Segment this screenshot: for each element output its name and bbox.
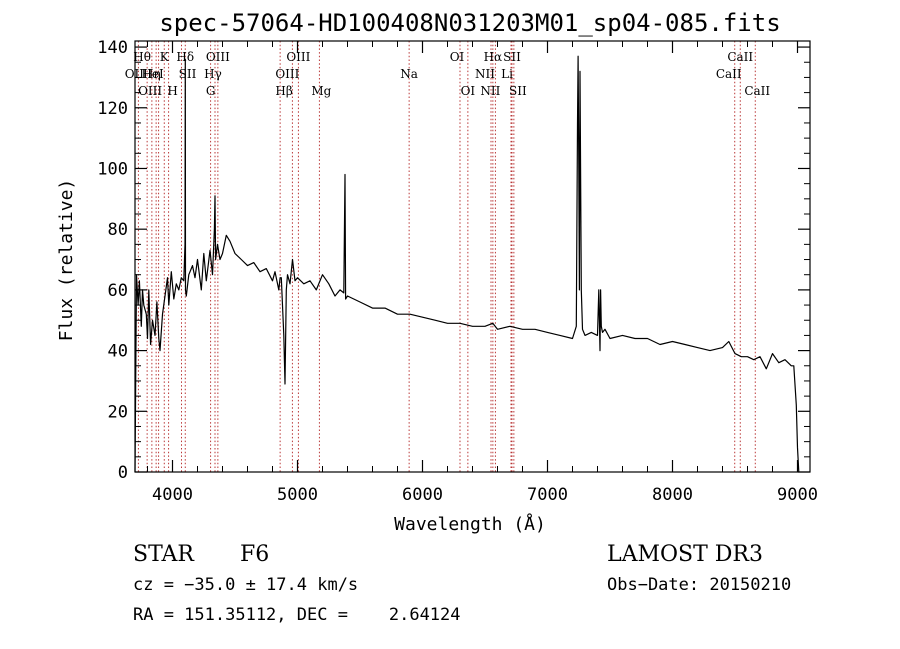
spectral-line-label: NII xyxy=(480,84,500,98)
spectral-line-label: Hγ xyxy=(204,67,222,81)
spectral-line-markers xyxy=(137,41,756,472)
spectral-line-label: SII xyxy=(179,67,197,81)
spectral-line-label: Hα xyxy=(484,50,503,64)
spectral-line-label: OI xyxy=(461,84,476,98)
y-tick-label: 120 xyxy=(97,99,128,119)
spectral-line-label: OIII xyxy=(206,50,230,64)
x-tick-label: 7000 xyxy=(527,485,568,505)
spectral-line-label: Hη xyxy=(143,67,161,81)
spectral-line-label: K xyxy=(160,50,170,64)
plot-frame xyxy=(134,40,811,473)
spectral-line-label: Hδ xyxy=(176,50,194,64)
y-axis-ticks: 0 20 40 60 80 100 120 140 xyxy=(97,38,810,483)
spectral-line-label: CaII xyxy=(716,67,742,81)
object-class: STAR xyxy=(133,542,195,567)
spectral-line-label: Hθ xyxy=(133,50,151,64)
spectral-line-label: HeI xyxy=(141,67,164,81)
ra-dec: RA = 151.35112, DEC = 2.64124 xyxy=(133,605,461,625)
y-tick-label: 80 xyxy=(108,220,128,240)
survey-name: LAMOST DR3 xyxy=(607,542,763,567)
x-axis-ticks: 4000 5000 6000 7000 8000 9000 xyxy=(147,41,818,505)
y-tick-label: 40 xyxy=(108,342,128,362)
y-axis-label: Flux (relative) xyxy=(56,179,77,342)
spectral-line-label: OIII xyxy=(275,67,299,81)
spectral-line-label: OIII xyxy=(138,84,162,98)
x-tick-label: 5000 xyxy=(277,485,318,505)
spectral-line-label: CaII xyxy=(744,84,770,98)
chart-title: spec-57064-HD100408N031203M01_sp04-085.f… xyxy=(159,9,780,37)
observation-date: Obs−Date: 20150210 xyxy=(607,575,791,595)
spectral-line-label: OIII xyxy=(286,50,310,64)
x-tick-label: 6000 xyxy=(402,485,443,505)
spectral-line-label: SII xyxy=(503,50,521,64)
x-axis-label: Wavelength (Å) xyxy=(394,513,546,535)
y-tick-label: 0 xyxy=(118,463,128,483)
spectral-line-label: OI xyxy=(450,50,465,64)
spectral-line-label: Li xyxy=(501,67,513,81)
y-tick-label: 20 xyxy=(108,402,128,422)
spectral-line-label: SII xyxy=(509,84,527,98)
spectral-line-label: G xyxy=(206,84,216,98)
spectral-line-label: CaII xyxy=(727,50,753,64)
object-subclass: F6 xyxy=(240,542,269,567)
spectral-line-label: NII xyxy=(475,67,495,81)
spectral-line-label: H xyxy=(167,84,177,98)
y-tick-label: 100 xyxy=(97,159,128,179)
x-tick-label: 4000 xyxy=(152,485,193,505)
x-tick-label: 8000 xyxy=(652,485,693,505)
x-tick-label: 9000 xyxy=(777,485,818,505)
spectral-line-label: Na xyxy=(400,67,418,81)
y-tick-label: 60 xyxy=(108,281,128,301)
redshift-cz: cz = −35.0 ± 17.4 km/s xyxy=(133,575,358,595)
spectrum-line xyxy=(134,55,800,473)
y-tick-label: 140 xyxy=(97,38,128,58)
spectral-line-label: Mg xyxy=(311,84,331,98)
spectral-line-label: Hβ xyxy=(275,84,292,98)
